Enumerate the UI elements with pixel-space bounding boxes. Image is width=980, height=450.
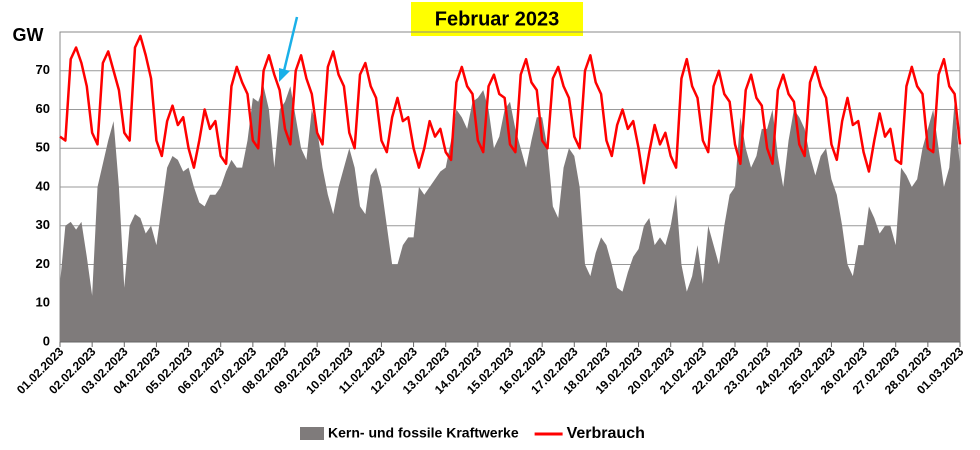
title-box xyxy=(411,2,583,36)
line xyxy=(59,34,962,185)
y-tick-label: 40 xyxy=(36,178,50,193)
y-tick-label: 0 xyxy=(43,333,50,348)
y-tick-label: 10 xyxy=(36,295,50,310)
legend-label: Kern- und fossile Kraftwerke xyxy=(328,425,519,441)
legend: Kern- und fossile Kraftwerke Verbrauch xyxy=(300,425,645,442)
chart-title: Februar 2023 xyxy=(435,8,560,30)
y-tick-label: 60 xyxy=(36,101,50,116)
y-tick-label: 50 xyxy=(36,140,50,155)
annotation-arrow-head xyxy=(279,68,290,82)
y-tick-label: 20 xyxy=(36,256,50,271)
y-axis-label: GW xyxy=(13,25,44,45)
legend-swatch xyxy=(300,427,324,440)
y-tick-label: 70 xyxy=(36,62,50,77)
area xyxy=(60,86,960,342)
legend-label: Verbrauch xyxy=(567,425,645,442)
y-tick-label: 30 xyxy=(36,217,50,232)
plot xyxy=(59,34,962,342)
annotation-arrow xyxy=(281,16,299,76)
